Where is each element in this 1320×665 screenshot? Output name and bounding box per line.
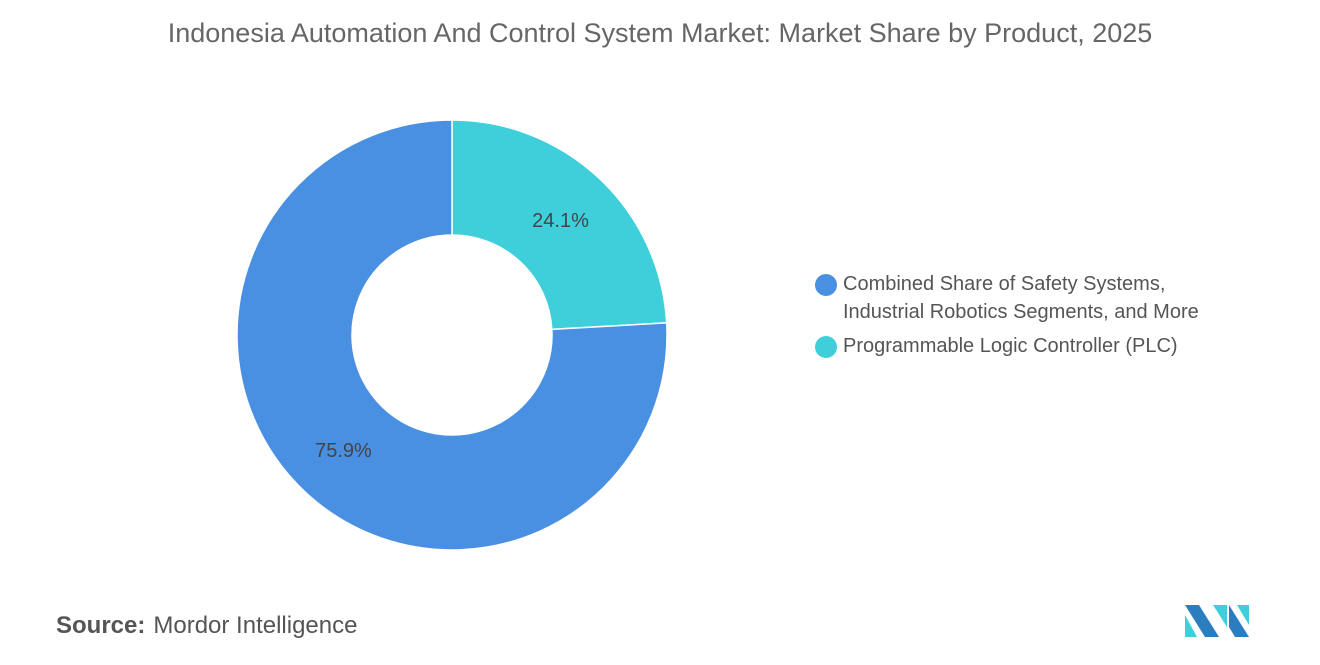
source-label: Source: xyxy=(56,612,146,639)
legend: Combined Share of Safety Systems, Indust… xyxy=(815,270,1243,366)
chart-title: Indonesia Automation And Control System … xyxy=(167,18,1153,48)
slice-1 xyxy=(236,119,668,551)
source-value: Mordor Intelligence xyxy=(153,612,358,639)
legend-swatch xyxy=(815,336,837,358)
legend-label: Programmable Logic Controller (PLC) xyxy=(843,335,1178,357)
mordor-logo xyxy=(1185,605,1249,637)
legend-swatch xyxy=(815,274,837,296)
source: Source: Mordor Intelligence xyxy=(56,612,357,640)
legend-item: Combined Share of Safety Systems, Indust… xyxy=(815,270,1243,326)
slice-0 xyxy=(451,119,668,331)
legend-label: Combined Share of Safety Systems, Indust… xyxy=(843,273,1199,323)
data-label: 75.9% xyxy=(315,440,372,462)
data-label: 24.1% xyxy=(532,210,589,232)
legend-item: Programmable Logic Controller (PLC) xyxy=(815,332,1243,360)
